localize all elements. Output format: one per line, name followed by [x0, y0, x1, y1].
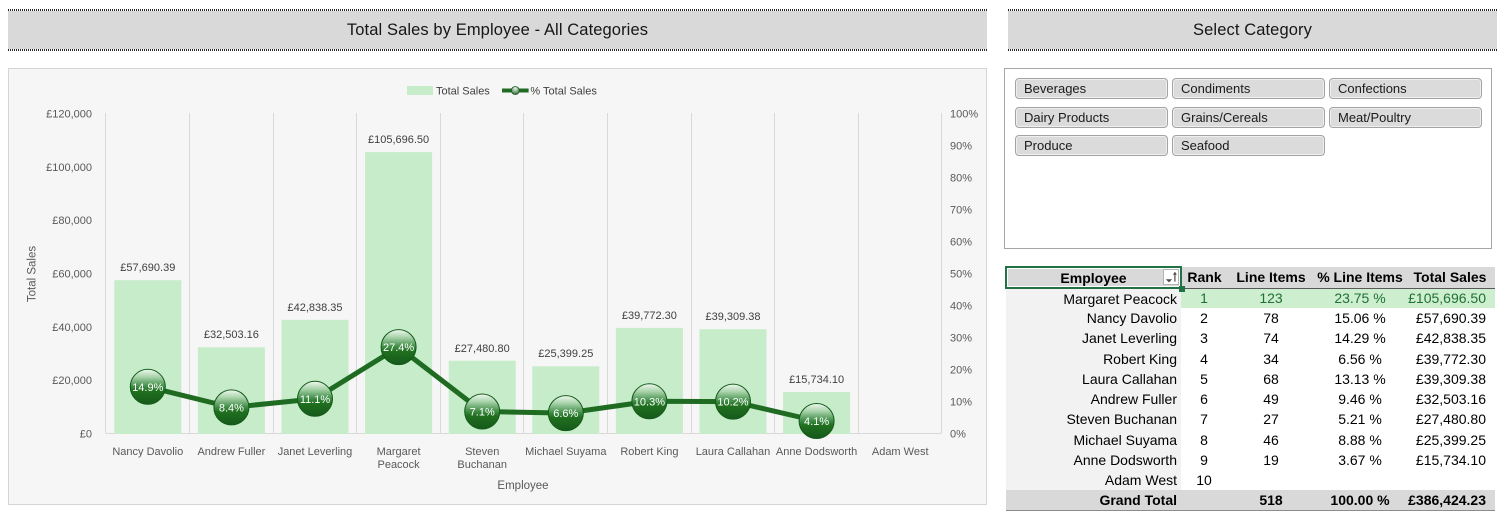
svg-text:£57,690.39: £57,690.39	[120, 262, 175, 274]
svg-text:6.6%: 6.6%	[553, 408, 578, 420]
svg-text:Michael Suyama: Michael Suyama	[525, 446, 607, 458]
svg-text:Buchanan: Buchanan	[457, 459, 507, 471]
svg-text:90%: 90%	[950, 141, 972, 153]
svg-text:8.4%: 8.4%	[219, 402, 244, 414]
svg-text:£39,772.30: £39,772.30	[622, 310, 677, 322]
svg-text:Laura Callahan: Laura Callahan	[696, 446, 771, 458]
svg-text:100%: 100%	[950, 109, 978, 121]
svg-text:Peacock: Peacock	[377, 459, 420, 471]
svg-text:40%: 40%	[950, 301, 972, 313]
svg-text:10%: 10%	[950, 397, 972, 409]
svg-text:£105,696.50: £105,696.50	[368, 134, 429, 146]
svg-text:Nancy Davolio: Nancy Davolio	[112, 446, 183, 458]
svg-text:Andrew Fuller: Andrew Fuller	[197, 446, 265, 458]
svg-text:14.9%: 14.9%	[132, 382, 163, 394]
svg-text:Margaret: Margaret	[377, 446, 421, 458]
svg-text:60%: 60%	[950, 237, 972, 249]
svg-text:Employee: Employee	[497, 480, 548, 492]
svg-text:% Total Sales: % Total Sales	[530, 86, 597, 98]
svg-text:27.4%: 27.4%	[383, 342, 414, 354]
svg-text:7.1%: 7.1%	[470, 407, 495, 419]
svg-text:Anne Dodsworth: Anne Dodsworth	[776, 446, 857, 458]
svg-text:70%: 70%	[950, 205, 972, 217]
svg-text:£25,399.25: £25,399.25	[538, 348, 593, 360]
svg-text:10.3%: 10.3%	[634, 396, 665, 408]
svg-text:£20,000: £20,000	[52, 375, 92, 387]
svg-text:20%: 20%	[950, 365, 972, 377]
svg-text:Robert King: Robert King	[620, 446, 678, 458]
svg-text:£40,000: £40,000	[52, 322, 92, 334]
svg-text:£39,309.38: £39,309.38	[705, 311, 760, 323]
svg-text:£42,838.35: £42,838.35	[287, 302, 342, 314]
svg-text:£27,480.80: £27,480.80	[455, 343, 510, 355]
svg-text:10.2%: 10.2%	[717, 397, 748, 409]
svg-text:Total Sales: Total Sales	[436, 86, 490, 98]
svg-text:£60,000: £60,000	[52, 269, 92, 281]
svg-text:£0: £0	[80, 429, 92, 441]
svg-text:£120,000: £120,000	[46, 109, 92, 121]
svg-text:£100,000: £100,000	[46, 162, 92, 174]
svg-text:£32,503.16: £32,503.16	[204, 329, 259, 341]
svg-text:Total Sales: Total Sales	[27, 246, 39, 303]
svg-text:30%: 30%	[950, 333, 972, 345]
svg-text:Janet Leverling: Janet Leverling	[278, 446, 353, 458]
svg-text:11.1%: 11.1%	[300, 394, 331, 406]
svg-text:£80,000: £80,000	[52, 215, 92, 227]
svg-text:Adam West: Adam West	[872, 446, 929, 458]
svg-text:Steven: Steven	[465, 446, 499, 458]
svg-text:80%: 80%	[950, 173, 972, 185]
svg-text:0%: 0%	[950, 429, 966, 441]
svg-text:4.1%: 4.1%	[804, 416, 829, 428]
svg-text:50%: 50%	[950, 269, 972, 281]
svg-text:£15,734.10: £15,734.10	[789, 374, 844, 386]
